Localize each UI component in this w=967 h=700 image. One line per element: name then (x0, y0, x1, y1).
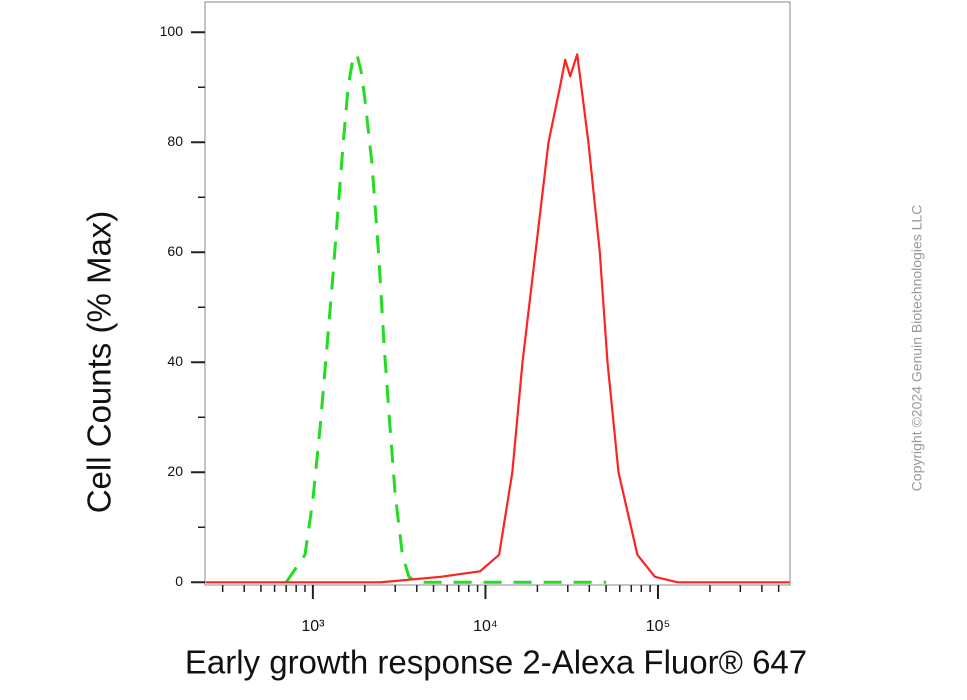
y-tick-label: 0 (175, 573, 183, 589)
y-tick-label: 60 (167, 243, 183, 259)
y-tick-label: 40 (167, 353, 183, 369)
y-tick-label: 100 (160, 23, 184, 39)
x-tick-label: 10⁴ (473, 618, 498, 635)
y-tick-label: 20 (167, 463, 183, 479)
plot-frame (204, 1, 791, 586)
y-tick-label: 80 (167, 133, 183, 149)
histogram-line (284, 52, 607, 584)
x-tick-label: 10⁵ (646, 618, 670, 635)
copyright: Copyright ©2024 Genuin Biotechnologies L… (909, 205, 925, 492)
x-tick-label: 10³ (301, 618, 325, 635)
x-axis-label: Early growth response 2-Alexa Fluor® 647 (185, 644, 807, 681)
histogram-line (205, 53, 790, 584)
y-axis-label: Cell Counts (% Max) (81, 211, 118, 514)
